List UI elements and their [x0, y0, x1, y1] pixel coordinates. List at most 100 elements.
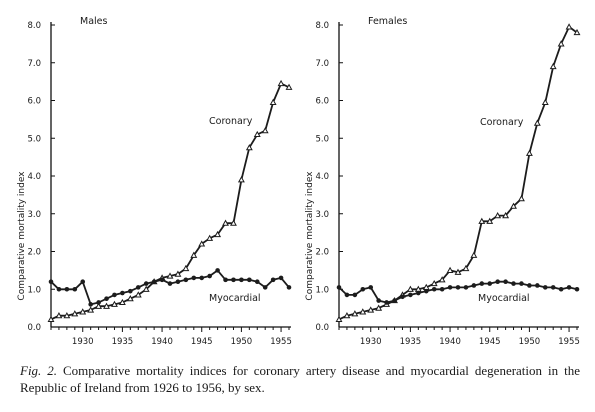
data-point — [48, 279, 54, 285]
charts-area: 0.0 1.0 2.0 3.0 4.0 5.0 6.0 7.0 8.0 1930 1935 1940 1… — [17, 16, 581, 347]
y-tick-label: 5.0 — [315, 134, 329, 144]
y-tick-label: 8.0 — [315, 21, 329, 31]
data-point — [237, 176, 245, 183]
data-point — [573, 28, 581, 36]
data-point — [376, 298, 381, 303]
data-point — [494, 212, 502, 219]
data-point — [166, 272, 174, 279]
series-label-myocardial: Myocardial — [209, 293, 261, 304]
data-point — [80, 279, 86, 285]
data-point — [231, 277, 236, 283]
data-point — [470, 251, 478, 258]
y-tick-label: 6.0 — [315, 97, 329, 107]
series-label-coronary: Coronary — [480, 117, 524, 128]
data-point — [207, 273, 212, 279]
panel-title: Males — [80, 16, 108, 27]
x-tick-label: 1945 — [191, 337, 213, 347]
data-point — [525, 149, 533, 156]
x-tick-label: 1940 — [439, 337, 461, 347]
data-point — [253, 130, 261, 138]
data-point — [286, 285, 292, 290]
series-myocardial: Myocardial — [48, 268, 292, 307]
data-point — [527, 283, 532, 288]
y-tick-label: 3.0 — [315, 210, 329, 220]
series-coronary: Coronary — [335, 23, 581, 323]
data-point — [104, 296, 109, 301]
series-line-coronary — [338, 25, 578, 321]
data-point — [239, 277, 244, 283]
data-point — [128, 288, 133, 294]
data-point — [502, 212, 510, 219]
data-point — [223, 277, 228, 283]
data-point — [336, 285, 342, 290]
data-point — [135, 285, 141, 290]
data-point — [462, 264, 470, 272]
data-point — [206, 234, 214, 241]
data-point — [360, 286, 366, 292]
data-point — [535, 283, 540, 288]
data-point — [47, 315, 55, 323]
data-point — [120, 290, 125, 296]
data-point — [63, 312, 71, 319]
data-point — [479, 281, 485, 286]
data-point — [414, 285, 422, 292]
caption-text: Comparative mortality indices for corona… — [20, 363, 580, 395]
x-tick-label: 1940 — [151, 337, 173, 347]
y-tick-label: 0.0 — [27, 323, 41, 333]
data-point — [96, 300, 101, 305]
data-point — [174, 270, 182, 277]
data-point — [118, 298, 126, 306]
data-point — [167, 281, 173, 286]
data-point — [183, 277, 189, 283]
series-label-myocardial: Myocardial — [478, 293, 530, 304]
data-point — [518, 195, 525, 202]
data-point — [565, 23, 573, 30]
y-tick-label: 1.0 — [315, 285, 329, 295]
data-point — [454, 268, 462, 275]
y-tick-label: 1.0 — [27, 285, 41, 295]
series-myocardial: Myocardial — [336, 279, 580, 305]
x-tick-label: 1955 — [558, 337, 580, 347]
data-point — [406, 285, 414, 292]
data-point — [103, 302, 110, 309]
data-point — [343, 312, 351, 319]
data-point — [439, 286, 445, 292]
data-point — [230, 219, 237, 226]
data-point — [112, 292, 117, 298]
y-axis-label: Comparative mortality index — [305, 171, 315, 301]
data-point — [215, 268, 220, 273]
data-point — [214, 230, 222, 238]
data-point — [198, 240, 206, 247]
data-point — [159, 277, 165, 283]
data-point — [550, 285, 556, 290]
data-point — [446, 266, 454, 273]
data-point — [574, 286, 580, 292]
data-point — [335, 315, 343, 323]
data-point — [511, 281, 516, 286]
chart-panel-females: 0.0 1.0 2.0 3.0 4.0 5.0 6.0 7.0 8.0 1930 1935 1940 1… — [305, 16, 581, 347]
data-point — [549, 62, 557, 70]
y-tick-label: 4.0 — [27, 172, 41, 182]
data-point — [269, 98, 277, 105]
data-point — [359, 308, 367, 315]
data-point — [478, 217, 486, 224]
data-point — [542, 285, 548, 290]
data-point — [566, 285, 572, 290]
data-point — [199, 275, 205, 281]
data-point — [351, 310, 359, 317]
data-point — [126, 295, 134, 302]
data-point — [431, 286, 437, 292]
data-point — [87, 306, 95, 313]
data-point — [55, 312, 63, 319]
data-point — [367, 306, 375, 313]
data-point — [423, 288, 429, 294]
data-point — [463, 285, 469, 290]
y-tick-label: 3.0 — [27, 210, 41, 220]
x-tick-label: 1950 — [231, 337, 253, 347]
chart-panel-males: 0.0 1.0 2.0 3.0 4.0 5.0 6.0 7.0 8.0 1930 1935 1940 1… — [17, 16, 293, 347]
data-point — [270, 277, 276, 283]
series-coronary: Coronary — [47, 79, 293, 323]
figure-caption: Fig. 2. Comparative mortality indices fo… — [20, 362, 580, 396]
y-tick-label: 0.0 — [315, 323, 329, 333]
